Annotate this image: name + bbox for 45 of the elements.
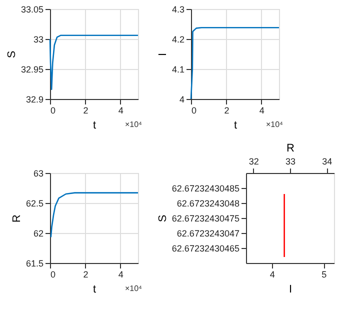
x-tick-label: 2 bbox=[83, 106, 88, 116]
y-tick-label: 4.2 bbox=[172, 34, 184, 44]
x-tick-label: 4 bbox=[259, 106, 264, 116]
y-tick-label: 32.9 bbox=[26, 94, 44, 104]
text: ×10⁴ bbox=[266, 120, 284, 129]
x-tick-label: 0 bbox=[192, 106, 197, 116]
line-series bbox=[50, 192, 139, 238]
y-tick-label: 4.3 bbox=[172, 4, 184, 14]
line-series bbox=[49, 34, 139, 90]
y-tick-label: 62.6723243048 bbox=[176, 198, 240, 208]
x-axis-title: t bbox=[92, 120, 96, 132]
x-tick-label: 4 bbox=[118, 270, 124, 280]
y-tick-label: 33.05 bbox=[20, 4, 44, 14]
x-axis-title: t bbox=[92, 284, 96, 296]
y-tick-label: 62.67232430465 bbox=[172, 244, 240, 254]
y-tick-label: 62.5 bbox=[26, 198, 44, 208]
x-tick-label: 2 bbox=[83, 270, 88, 280]
y-axis-title: R bbox=[10, 214, 23, 222]
y-tick-label: 62.67232430475 bbox=[172, 214, 240, 224]
y-tick-label: 32.95 bbox=[20, 64, 44, 74]
x-tick-label: 0 bbox=[50, 270, 56, 280]
x-tick-label: 4 bbox=[118, 106, 124, 116]
x-tick-label: 2 bbox=[224, 106, 230, 116]
x2-tick-label: 33 bbox=[285, 156, 296, 166]
x-tick-label: 4 bbox=[270, 270, 275, 280]
text: ×10⁴ bbox=[124, 284, 143, 293]
y-tick-label: 63 bbox=[33, 168, 44, 178]
y-tick-label: 4.1 bbox=[172, 64, 184, 74]
y-axis-title: I bbox=[156, 52, 169, 56]
x2-tick-label: 34 bbox=[322, 156, 332, 166]
y-tick-label: 61.5 bbox=[26, 258, 44, 268]
x2-tick-label: 32 bbox=[248, 156, 259, 166]
y-tick-label: 33 bbox=[33, 34, 44, 44]
y-tick-label: 4 bbox=[179, 94, 184, 104]
x-tick-label: 0 bbox=[50, 106, 56, 116]
x-tick-label: 5 bbox=[322, 270, 327, 280]
y-axis-title: S bbox=[6, 50, 18, 58]
x-axis-title: t bbox=[234, 120, 238, 132]
x-axis-title: I bbox=[288, 284, 292, 296]
y-axis-title: S bbox=[156, 214, 169, 222]
text: ×10⁴ bbox=[124, 120, 143, 129]
y-tick-label: 62 bbox=[33, 228, 44, 238]
x2-axis-title: R bbox=[286, 142, 295, 154]
y-tick-label: 62.67232430485 bbox=[172, 184, 240, 194]
y-tick-label: 62.6723243047 bbox=[176, 228, 240, 238]
